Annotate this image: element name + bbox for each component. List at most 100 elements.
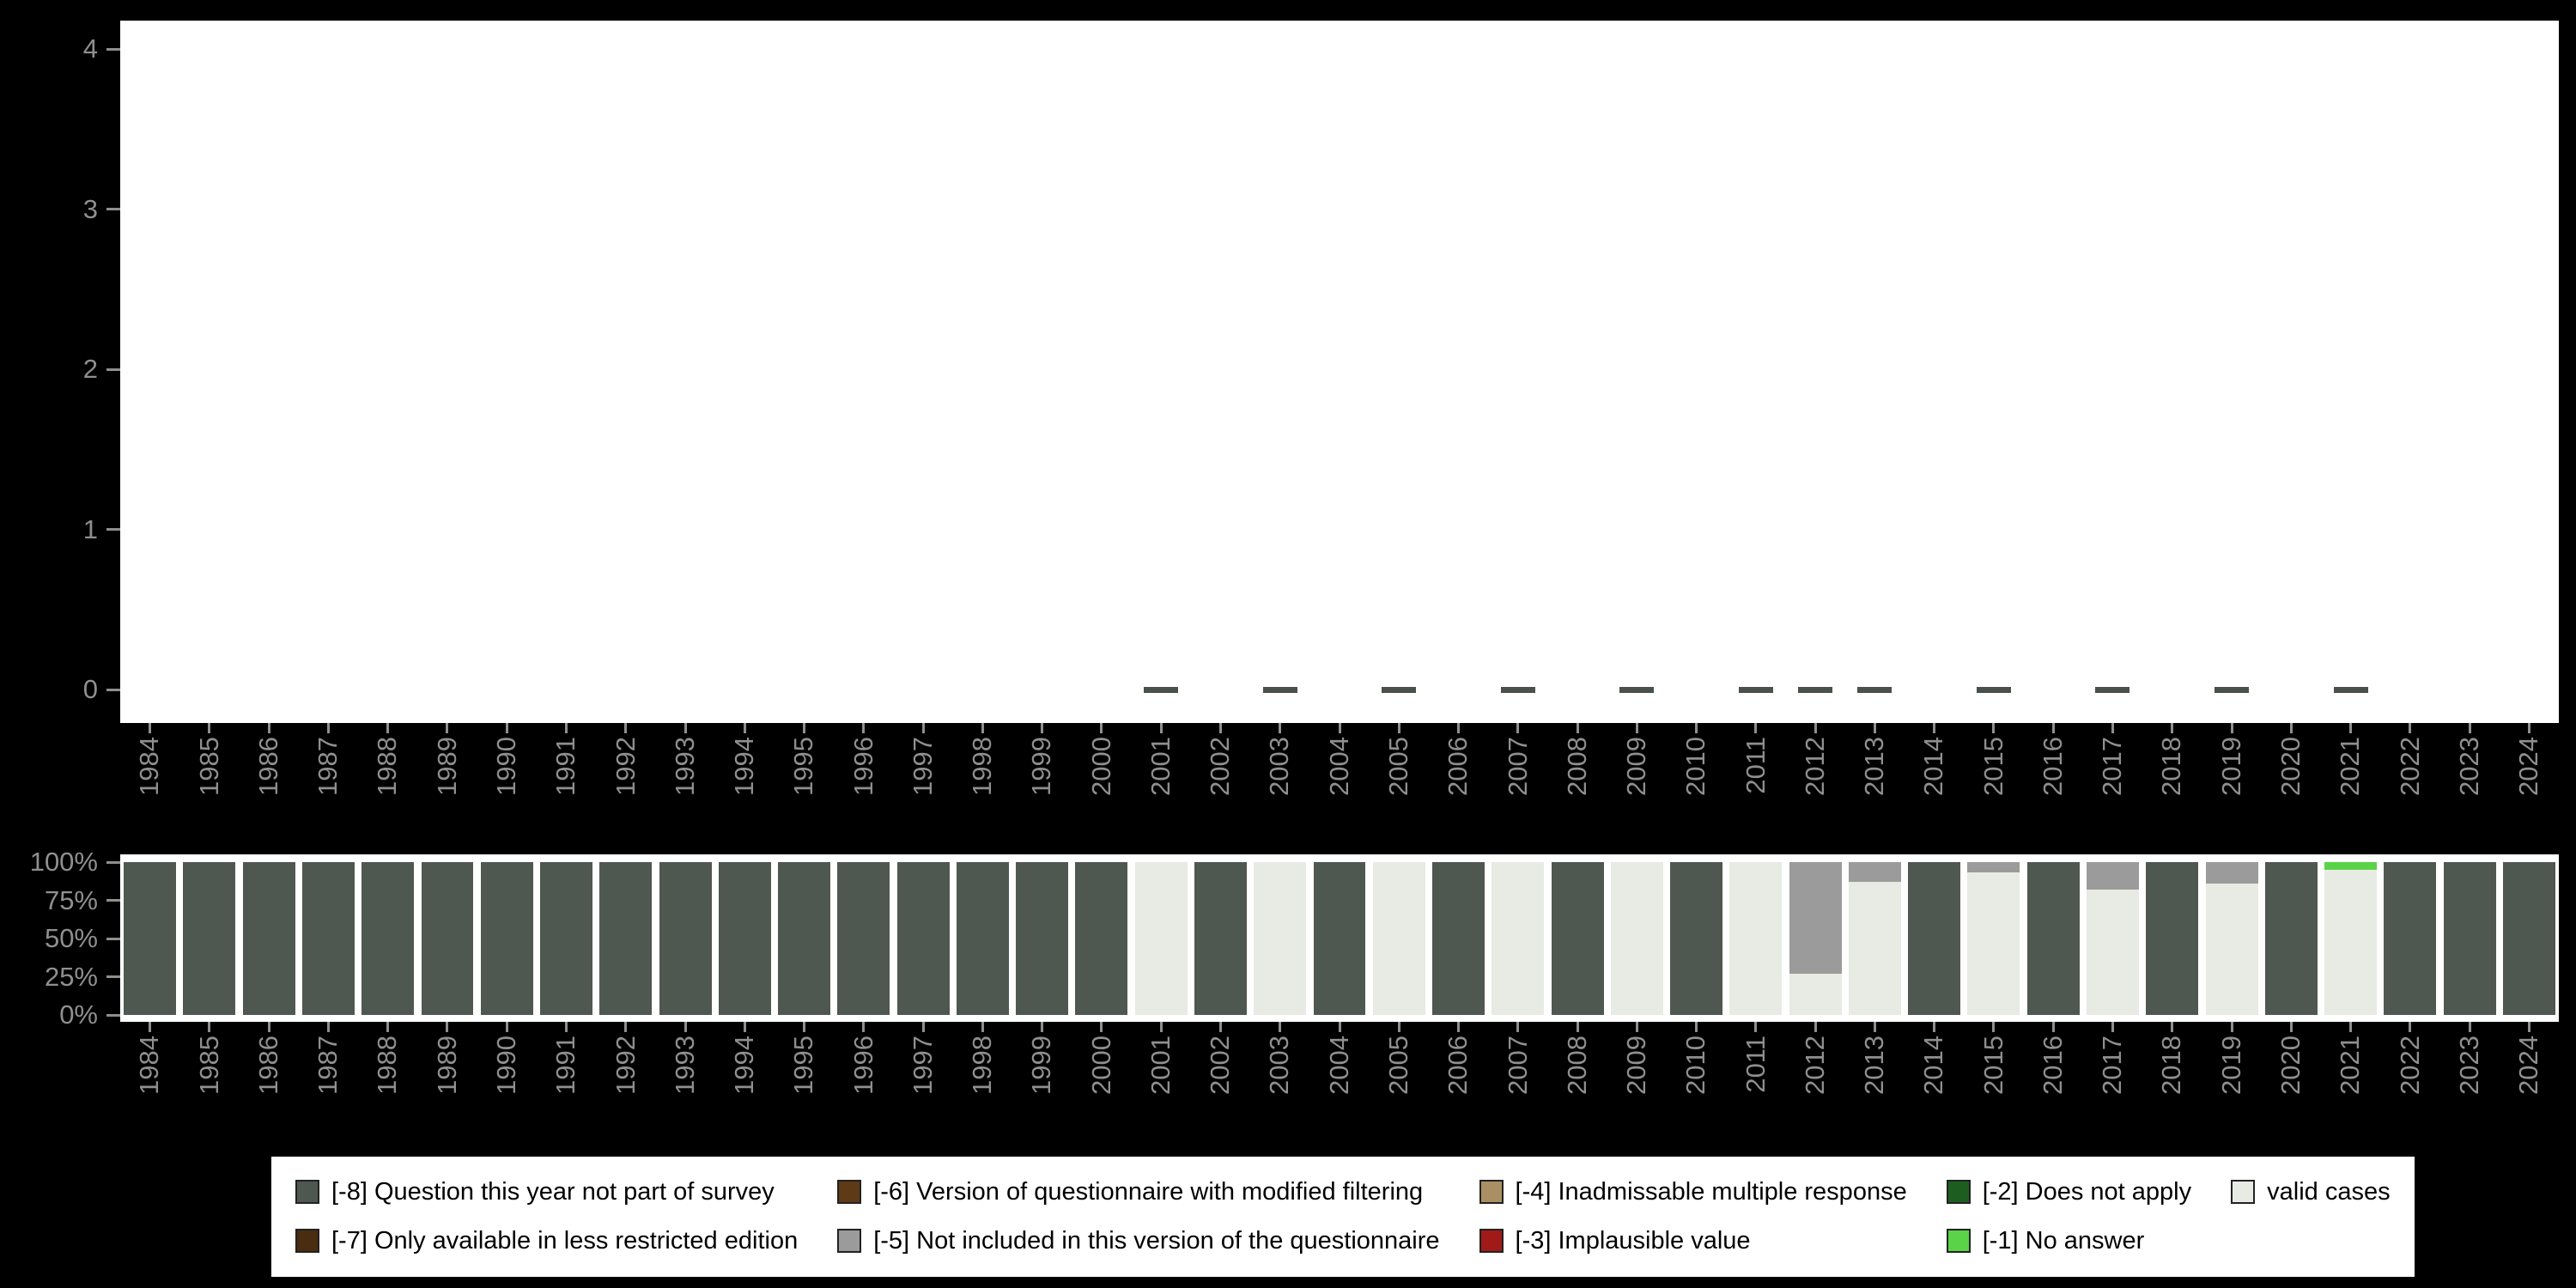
x-axis-tick: [1338, 1022, 1341, 1032]
x-axis-tick: [2230, 723, 2233, 733]
x-axis-tick: [1100, 1022, 1103, 1032]
mean-dash-marker: [1857, 686, 1893, 693]
x-axis-tick: [803, 723, 806, 733]
x-axis-tick: [862, 1022, 866, 1032]
y-axis-tick: [106, 860, 120, 864]
legend-swatch: [295, 1180, 319, 1205]
bar-segment: [301, 862, 355, 1015]
x-axis-tick: [1457, 1022, 1461, 1032]
legend-label: valid cases: [2267, 1178, 2391, 1206]
x-axis-tick: [743, 1022, 746, 1032]
x-axis-tick: [505, 723, 508, 733]
bar-segment: [896, 862, 950, 1015]
x-axis-tick: [1159, 723, 1163, 733]
x-axis-tick: [565, 723, 568, 733]
y-axis-tick: [106, 937, 120, 940]
x-axis-tick: [1635, 723, 1638, 733]
x-axis-tick: [1933, 1022, 1936, 1032]
mean-dash-marker: [1382, 686, 1417, 693]
x-axis-tick: [1992, 723, 1996, 733]
x-axis-tick: [1159, 1022, 1163, 1032]
y-axis-tick: [106, 975, 120, 978]
x-axis-tick: [981, 723, 984, 733]
bar-segment: [1551, 862, 1604, 1015]
x-axis-tick: [624, 723, 628, 733]
x-axis-tick: [1814, 1022, 1817, 1032]
bar-segment: [1372, 862, 1425, 1015]
x-axis-tick: [1873, 723, 1876, 733]
legend-item: [-8] Question this year not part of surv…: [295, 1177, 798, 1207]
x-axis-tick: [1218, 1022, 1222, 1032]
legend-label: [-6] Version of questionnaire with modif…: [873, 1178, 1424, 1206]
legend-label: [-8] Question this year not part of surv…: [331, 1178, 775, 1206]
legend-item: [-4] Inadmissable multiple response: [1479, 1177, 1907, 1207]
legend-item: [-2] Does not apply: [1946, 1177, 2192, 1207]
y-axis-tick-label: 3: [82, 193, 98, 224]
legend-item: [-3] Implausible value: [1479, 1226, 1907, 1256]
x-axis-tick: [1041, 1022, 1044, 1032]
x-axis-tick: [2051, 1022, 2055, 1032]
x-axis-tick: [1635, 1022, 1638, 1032]
x-axis-tick: [2527, 723, 2530, 733]
mean-dash-marker: [1738, 686, 1773, 693]
bar-segment: [480, 862, 533, 1015]
bar-segment: [2146, 862, 2199, 1015]
bar-segment: [242, 862, 295, 1015]
x-axis-tick: [505, 1022, 508, 1032]
x-axis-tick: [1279, 723, 1282, 733]
x-axis-tick: [1873, 1022, 1876, 1032]
bar-segment: [2026, 862, 2080, 1015]
legend-label: [-4] Inadmissable multiple response: [1515, 1178, 1907, 1206]
legend-swatch: [837, 1180, 862, 1205]
y-axis-tick: [106, 528, 120, 531]
x-axis-tick: [981, 1022, 984, 1032]
bar-segment: [1194, 862, 1247, 1015]
x-axis-tick: [683, 1022, 687, 1032]
mean-dash-marker: [2095, 686, 2130, 693]
mean-dash-marker: [1976, 686, 2011, 693]
bar-segment: [1432, 862, 1485, 1015]
x-axis-tick: [2527, 1022, 2530, 1032]
legend-item: valid cases: [2231, 1177, 2391, 1207]
bar-segment: [124, 862, 177, 1015]
mean-dash-marker: [2333, 686, 2368, 693]
x-axis-tick: [1992, 1022, 1996, 1032]
legend-swatch: [1946, 1180, 1971, 1205]
y-axis-tick: [106, 1013, 120, 1017]
x-axis-tick: [743, 723, 746, 733]
legend-swatch: [2231, 1180, 2256, 1205]
y-axis-tick: [106, 688, 120, 691]
x-axis-tick: [2468, 723, 2471, 733]
x-axis-tick: [565, 1022, 568, 1032]
x-axis-tick: [386, 723, 390, 733]
bar-segment: [1610, 862, 1663, 1015]
x-axis-tick: [1218, 723, 1222, 733]
x-axis-tick: [1338, 723, 1341, 733]
y-axis-tick-label: 0%: [59, 999, 98, 1030]
x-axis-tick: [149, 1022, 152, 1032]
mean-dash-marker: [1619, 686, 1655, 693]
x-axis-tick: [2111, 723, 2114, 733]
legend-swatch: [1946, 1229, 1971, 1254]
y-axis-tick: [106, 208, 120, 210]
bar-segment: [2205, 862, 2258, 884]
legend-label: [-7] Only available in less restricted e…: [331, 1227, 799, 1255]
bar-segment: [718, 862, 771, 1015]
x-axis-tick: [1814, 723, 1817, 733]
x-axis-tick: [2289, 723, 2293, 733]
x-axis-tick: [2409, 1022, 2412, 1032]
x-axis-tick: [2111, 1022, 2114, 1032]
bar-segment: [1848, 882, 1901, 1015]
x-axis-tick: [267, 1022, 270, 1032]
legend: [-8] Question this year not part of surv…: [271, 1157, 2415, 1277]
y-axis-tick-label: 50%: [44, 923, 98, 953]
x-axis-tick: [2349, 1022, 2353, 1032]
mean-dash-marker: [1798, 686, 1833, 693]
mean-dash-marker: [1144, 686, 1179, 693]
x-axis-tick: [1754, 1022, 1758, 1032]
legend-label: [-2] Does not apply: [1982, 1178, 2192, 1206]
